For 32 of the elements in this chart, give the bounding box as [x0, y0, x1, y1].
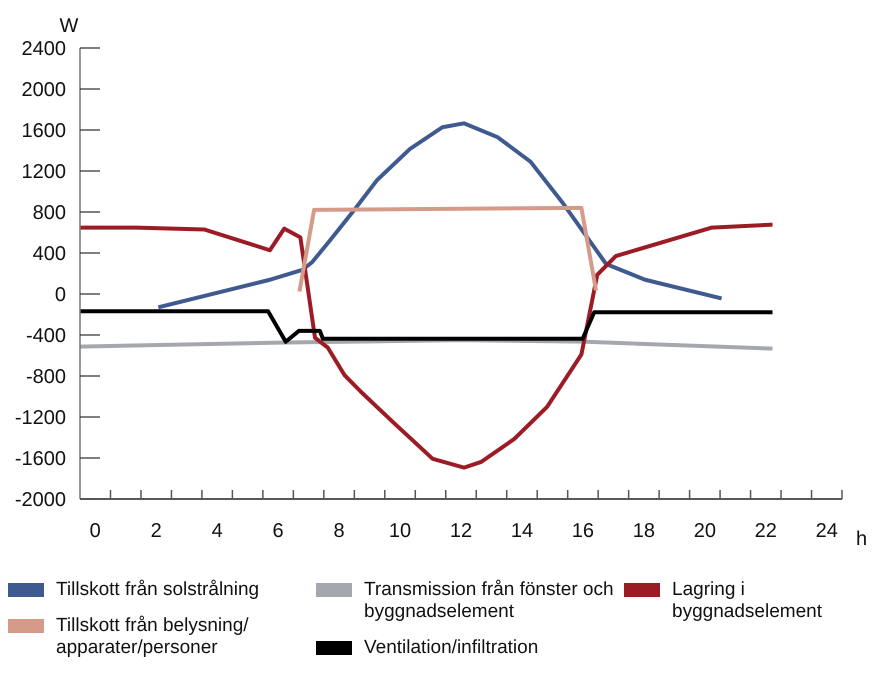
x-tick-label: 16: [572, 520, 594, 542]
legend-label: Tillskott från solstrålning: [56, 579, 260, 601]
y-tick-label: 2000: [22, 79, 66, 101]
legend-label: Lagring i byggnadselement: [672, 579, 823, 623]
x-tick-label: 6: [272, 520, 284, 542]
y-tick-label: 1200: [22, 161, 66, 183]
x-tick-label: 0: [90, 520, 101, 542]
y-tick-label: -1200: [14, 407, 66, 429]
x-tick-label: 8: [334, 520, 345, 542]
y-axis-title: W: [60, 15, 79, 37]
x-tick-label: 2: [150, 520, 162, 542]
x-tick-label: 20: [694, 520, 716, 542]
x-axis-title: h: [856, 528, 868, 550]
x-tick-label: 24: [816, 520, 838, 542]
y-tick-label: -1600: [14, 448, 66, 470]
legend-label: Transmission från fönster och byggnadselement: [364, 579, 614, 623]
y-tick-label: 0: [54, 284, 66, 306]
y-tick-label: -400: [26, 325, 66, 347]
x-tick-label: 10: [388, 520, 412, 542]
y-tick-label: -2000: [14, 489, 66, 511]
legend-label: Ventilation/infiltration: [364, 637, 540, 659]
y-tick-label: 800: [32, 202, 66, 224]
y-tick-label: 1600: [22, 120, 66, 142]
x-tick-label: 14: [510, 520, 534, 542]
x-tick-label: 18: [632, 520, 656, 542]
x-tick-label: 4: [212, 520, 223, 542]
legend-label: Tillskott från belysning/ apparater/personer: [56, 615, 250, 659]
x-tick-label: 12: [450, 520, 472, 542]
y-tick-label: 2400: [22, 38, 66, 60]
y-tick-label: 400: [32, 243, 66, 265]
y-tick-label: -800: [26, 366, 66, 388]
x-tick-label: 22: [754, 520, 777, 542]
